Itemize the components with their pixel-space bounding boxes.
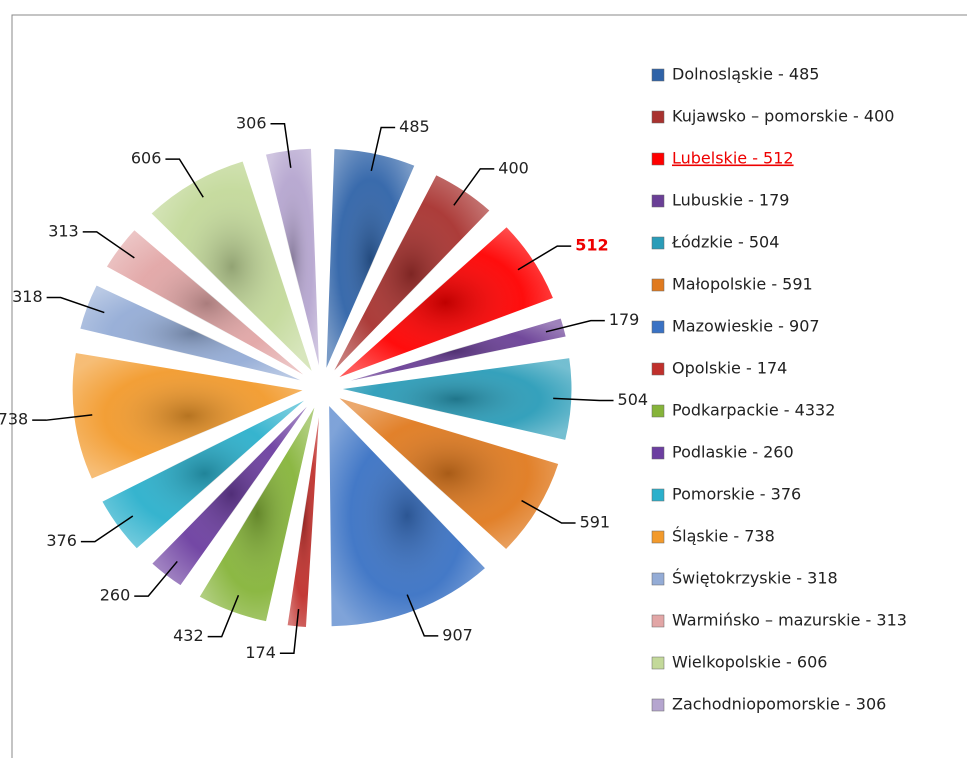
legend-label: Świętokrzyskie - 318 [672,569,838,588]
legend-swatch [651,278,665,292]
legend-label: Mazowieskie - 907 [672,317,820,336]
legend-label: Wielkopolskie - 606 [672,653,827,672]
leader-line [80,515,134,543]
data-label: 606 [131,149,162,168]
data-label: 504 [618,390,649,409]
leader-line [165,158,204,198]
legend-swatch [651,194,665,208]
data-label: 174 [245,643,276,662]
data-label: 318 [12,287,43,306]
data-label: 306 [236,113,267,132]
leader-line [46,296,105,314]
data-label: 485 [399,117,430,136]
legend-label: Dolnosląskie - 485 [672,65,819,84]
legend-label: Podlaskie - 260 [672,443,794,462]
legend-label: Kujawsko – pomorskie - 400 [672,107,894,126]
legend-swatch [651,236,665,250]
data-label: 907 [442,625,473,644]
leader-line [134,560,178,597]
data-label: 313 [48,221,79,240]
legend-swatch [651,488,665,502]
chart-frame [11,14,967,758]
data-label: 432 [173,626,204,645]
legend-label: Zachodniopomorskie - 306 [672,695,886,714]
data-label: 376 [46,531,77,550]
legend-swatch [651,68,665,82]
legend-swatch [651,698,665,712]
leader-line [453,168,495,206]
legend-label: Łódzkie - 504 [671,233,779,252]
leader-line [82,231,135,259]
legend-swatch [651,362,665,376]
leader-line [279,609,300,655]
legend-label: Lubelskie - 512 [672,149,794,168]
legend-label: Lubuskie - 179 [672,191,789,210]
legend-label: Podkarpackie - 4332 [672,401,835,420]
legend-swatch [651,614,665,628]
leader-line [270,123,292,168]
legend-swatch [651,656,665,670]
data-label: 400 [498,158,529,177]
leader-line [406,594,439,637]
legend-label: Małopolskie - 591 [672,275,813,294]
leader-line [553,397,614,402]
legend-label: Opolskie - 174 [672,359,787,378]
legend-swatch [651,110,665,124]
leader-line [370,126,396,172]
leader-line [545,319,605,333]
legend-label: Śląskie - 738 [672,527,775,546]
legend-swatch [651,152,665,166]
data-label: 591 [580,513,611,532]
data-label: 260 [100,586,131,605]
leader-line [207,594,240,638]
legend-swatch [651,404,665,418]
legend-swatch [651,320,665,334]
leader-line [521,499,576,524]
leader-line [32,414,93,421]
data-label: 179 [609,310,640,329]
legend-label: Warmińsko – mazurskie - 313 [672,611,907,630]
legend-swatch [651,530,665,544]
data-label: 512 [575,236,608,255]
legend-label: Pomorskie - 376 [672,485,801,504]
data-label: 738 [0,410,28,429]
leader-line [517,245,572,271]
legend-swatch [651,572,665,586]
legend-swatch [651,446,665,460]
